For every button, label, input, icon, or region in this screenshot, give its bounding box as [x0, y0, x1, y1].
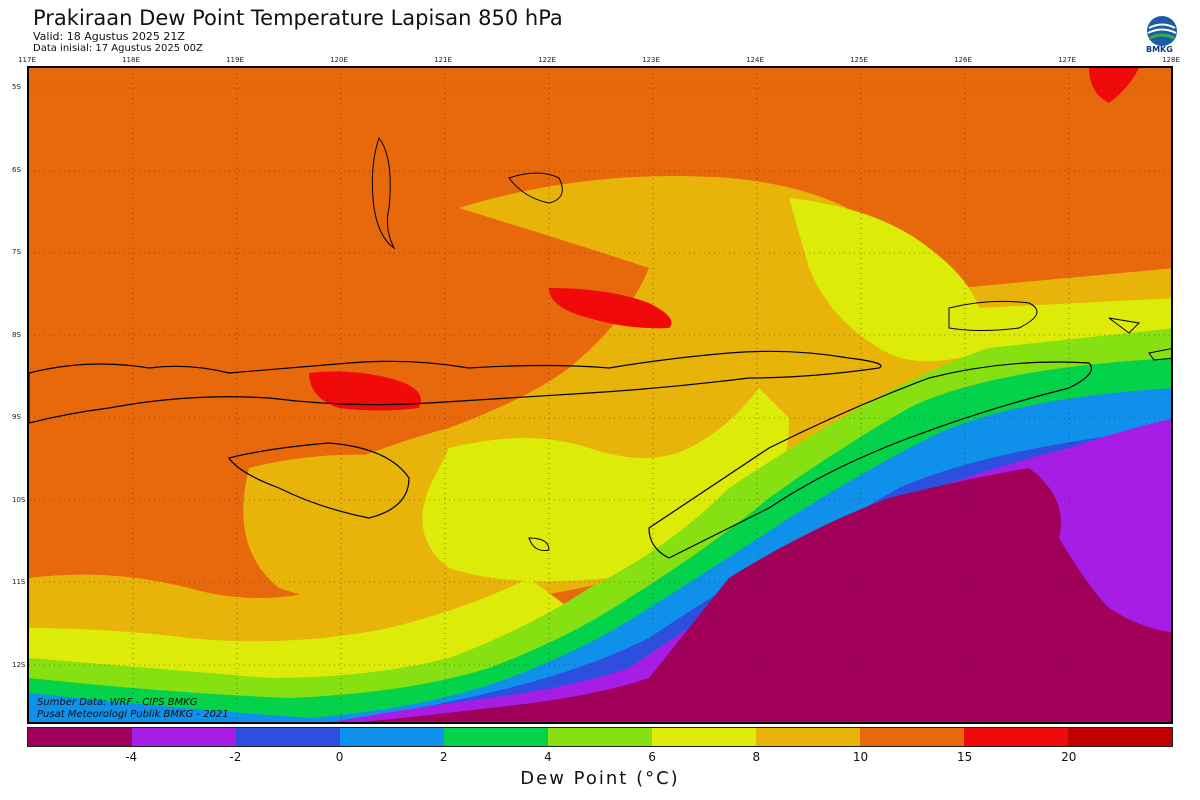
colorbar-tick-label: 4	[544, 750, 552, 764]
lat-label: 8S	[12, 330, 21, 339]
bmkg-logo	[1147, 16, 1177, 46]
credits-source: Sumber Data: WRF - CIPS BMKG	[37, 697, 198, 708]
lon-label: 125E	[850, 56, 868, 64]
lon-label: 118E	[122, 56, 140, 64]
colorbar	[27, 727, 1173, 747]
colorbar-segment	[132, 728, 236, 746]
lon-label: 121E	[434, 56, 452, 64]
lat-label: 11S	[12, 578, 26, 586]
init-time: Data inisial: 17 Agustus 2025 00Z	[33, 43, 203, 54]
colorbar-segment	[236, 728, 340, 746]
lon-label: 128E	[1162, 56, 1180, 64]
colorbar-segment	[1068, 728, 1172, 746]
lon-label: 123E	[642, 56, 660, 64]
logo-text: BMKG	[1146, 45, 1173, 54]
lat-label: 10S	[12, 495, 26, 504]
lat-label: 6S	[12, 165, 21, 174]
dew-point-map	[27, 66, 1173, 724]
lon-label: 127E	[1058, 56, 1076, 64]
colorbar-tick-label: 20	[1061, 750, 1077, 764]
colorbar-unit-label: Dew Point (°C)	[520, 768, 680, 789]
colorbar-tick-label: 0	[335, 750, 344, 764]
map-title: Prakiraan Dew Point Temperature Lapisan …	[33, 6, 563, 30]
colorbar-segment	[756, 728, 860, 746]
colorbar-segment	[860, 728, 964, 746]
lon-label: 122E	[538, 56, 556, 64]
colorbar-tick-label: 2	[439, 750, 448, 764]
colorbar-segment	[444, 728, 548, 746]
colorbar-segment	[548, 728, 652, 746]
lat-label: 5S	[12, 83, 21, 91]
lon-label: 124E	[746, 56, 764, 64]
lon-label: 126E	[954, 56, 972, 64]
colorbar-tick-label: 10	[852, 750, 869, 764]
colorbar-tick-label: -2	[229, 750, 242, 764]
lat-label: 9S	[12, 413, 21, 421]
map-canvas	[29, 68, 1171, 722]
colorbar-tick-label: 6	[648, 750, 656, 764]
lon-label: 120E	[330, 56, 348, 64]
colorbar-segment	[964, 728, 1068, 746]
colorbar-segment	[340, 728, 444, 746]
lat-label: 7S	[12, 248, 21, 256]
valid-time: Valid: 18 Agustus 2025 21Z	[33, 30, 185, 43]
lat-label: 12S	[12, 660, 26, 669]
colorbar-tick-label: -4	[125, 750, 138, 764]
lon-label: 117E	[18, 56, 36, 64]
colorbar-segment	[652, 728, 756, 746]
colorbar-segment	[28, 728, 132, 746]
colorbar-tick-label: 8	[752, 750, 761, 764]
lon-label: 119E	[226, 56, 244, 64]
credits-org: Pusat Meteorologi Publik BMKG - 2021	[37, 709, 229, 720]
colorbar-tick-label: 15	[956, 750, 973, 764]
